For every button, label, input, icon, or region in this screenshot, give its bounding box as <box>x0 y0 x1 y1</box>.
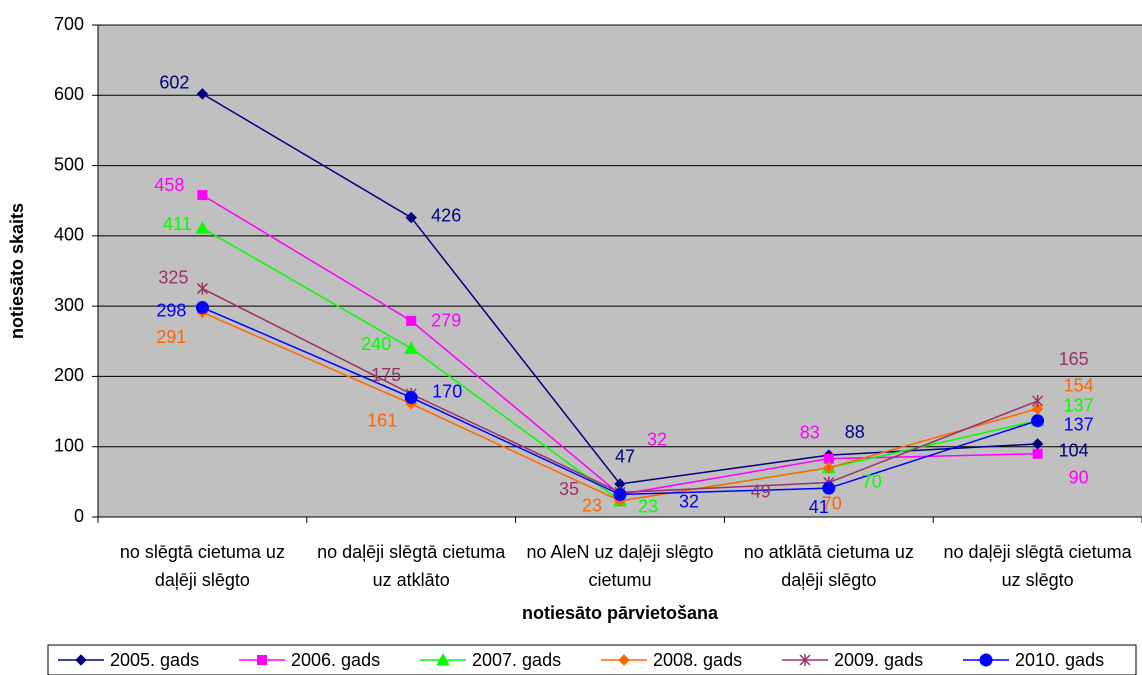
data-label: 35 <box>559 479 579 499</box>
data-label: 23 <box>638 497 658 517</box>
data-label: 23 <box>582 496 602 516</box>
y-axis-title: notiesāto skaits <box>7 203 27 339</box>
data-label: 161 <box>367 411 397 431</box>
data-label: 104 <box>1059 441 1089 461</box>
data-label: 175 <box>371 365 401 385</box>
data-label: 325 <box>158 267 188 287</box>
marker <box>618 654 630 666</box>
x-tick-label: no daļēji slēgtā cietuma uz atklāto <box>317 542 506 590</box>
x-tick-label: no slēgtā cietuma uz daļēji slēgto <box>119 542 285 590</box>
legend-label: 2007. gads <box>472 650 561 670</box>
marker <box>195 301 209 315</box>
x-tick-label: no daļēji slēgtā cietuma uz slēgto <box>943 542 1132 590</box>
y-tick-label: 0 <box>74 506 84 526</box>
data-label: 165 <box>1059 349 1089 369</box>
marker <box>823 462 835 474</box>
marker <box>197 190 208 201</box>
data-label: 291 <box>156 327 186 347</box>
marker <box>1031 414 1045 428</box>
marker <box>404 341 419 354</box>
data-label: 458 <box>154 175 184 195</box>
data-label: 70 <box>822 494 842 514</box>
x-tick-label: no atklātā cietuma uz daļēji slēgto <box>743 542 914 590</box>
data-label: 90 <box>1069 467 1089 487</box>
marker <box>822 481 836 495</box>
data-label: 70 <box>862 472 882 492</box>
y-tick-label: 300 <box>54 295 84 315</box>
data-label: 602 <box>159 73 189 93</box>
data-label: 32 <box>679 491 699 511</box>
marker <box>406 315 417 326</box>
y-tick-label: 600 <box>54 84 84 104</box>
marker <box>405 211 417 224</box>
data-label: 170 <box>432 381 462 401</box>
marker <box>1032 395 1044 408</box>
y-tick-label: 500 <box>54 154 84 174</box>
legend-label: 2005. gads <box>110 650 199 670</box>
data-label: 298 <box>156 300 186 320</box>
marker <box>196 88 209 100</box>
data-label: 47 <box>615 447 635 467</box>
x-axis-title: notiesāto pārvietošana <box>522 603 719 623</box>
y-tick-label: 700 <box>54 14 84 34</box>
marker <box>1032 448 1043 459</box>
data-label: 154 <box>1064 376 1094 396</box>
data-label: 426 <box>431 205 461 225</box>
data-label: 49 <box>751 481 771 501</box>
marker <box>799 654 811 666</box>
marker <box>613 488 627 502</box>
y-tick-label: 200 <box>54 365 84 385</box>
y-tick-label: 100 <box>54 435 84 455</box>
data-label: 137 <box>1064 414 1094 434</box>
marker <box>979 653 993 667</box>
data-label: 83 <box>800 422 820 442</box>
y-tick-label: 400 <box>54 225 84 245</box>
data-label: 88 <box>845 422 865 442</box>
marker <box>75 654 87 666</box>
data-label: 240 <box>361 334 391 354</box>
marker <box>436 652 450 666</box>
plot-area <box>98 25 1142 517</box>
data-label: 137 <box>1064 395 1094 415</box>
marker <box>257 655 267 665</box>
x-tick-label: no AleN uz daļēji slēgto cietumu <box>526 542 714 590</box>
data-label: 32 <box>647 429 667 449</box>
legend-box <box>47 644 1137 675</box>
data-label: 279 <box>431 311 461 331</box>
marker <box>1031 403 1044 415</box>
legend-label: 2008. gads <box>653 650 742 670</box>
marker <box>404 391 418 405</box>
legend-label: 2006. gads <box>291 650 380 670</box>
data-label: 41 <box>809 497 829 517</box>
marker <box>196 282 208 295</box>
legend-label: 2010. gads <box>1015 650 1104 670</box>
data-label: 411 <box>163 214 192 234</box>
legend-label: 2009. gads <box>834 650 923 670</box>
marker <box>195 221 210 234</box>
